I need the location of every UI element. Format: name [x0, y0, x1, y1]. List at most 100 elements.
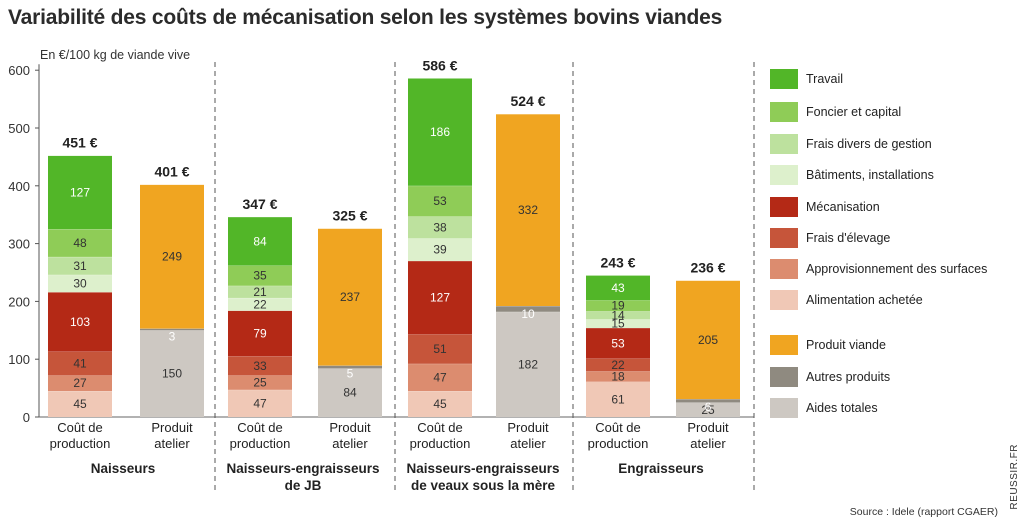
segment-value-label: 45 — [433, 397, 447, 411]
segment-value-label: 6 — [705, 400, 712, 414]
bar-segment — [408, 334, 472, 364]
bar-segment — [496, 311, 560, 417]
segment-value-label: 22 — [253, 297, 267, 311]
legend-swatch — [770, 197, 798, 217]
group-label: Engraisseurs — [618, 461, 704, 476]
segment-value-label: 21 — [253, 285, 267, 299]
bar-segment — [140, 330, 204, 417]
segment-value-label: 18 — [611, 370, 625, 384]
legend-swatch — [770, 228, 798, 248]
legend-item: Produit viande — [770, 334, 886, 356]
legend-swatch — [770, 290, 798, 310]
bar-segment — [586, 311, 650, 320]
legend-label: Alimentation achetée — [806, 293, 923, 307]
segment-value-label: 186 — [430, 125, 450, 139]
segment-value-label: 205 — [698, 333, 718, 347]
group-label: de veaux sous la mère — [411, 478, 556, 493]
bar-segment — [408, 260, 472, 335]
bar-segment — [228, 217, 292, 266]
segment-value-label: 48 — [73, 236, 87, 250]
segment-value-label: 53 — [433, 194, 447, 208]
bar-segment — [586, 300, 650, 312]
bar-segment — [408, 185, 472, 217]
segment-value-label: 35 — [253, 269, 267, 283]
legend-swatch — [770, 367, 798, 387]
bar-segment — [48, 229, 112, 257]
bar-category-label: atelier — [510, 436, 546, 451]
segment-value-label: 43 — [611, 281, 625, 295]
bar-segment — [408, 363, 472, 391]
segment-value-label: 150 — [162, 367, 182, 381]
bar-segment — [586, 358, 650, 372]
bar-segment — [408, 78, 472, 186]
segment-value-label: 45 — [73, 397, 87, 411]
bar-segment — [318, 228, 382, 366]
bar-total-label: 347 € — [242, 196, 277, 212]
segment-value-label: 19 — [611, 299, 625, 313]
bar-category-label: production — [588, 436, 649, 451]
segment-value-label: 14 — [611, 308, 625, 322]
bar-segment — [228, 285, 292, 298]
legend-item: Aides totales — [770, 397, 878, 419]
legend-label: Frais d'élevage — [806, 231, 891, 245]
bar-segment — [228, 297, 292, 311]
legend-item: Frais d'élevage — [770, 227, 890, 249]
bar-segment — [228, 265, 292, 286]
segment-value-label: 84 — [253, 234, 267, 248]
legend-label: Aides totales — [806, 401, 878, 415]
legend-swatch — [770, 69, 798, 89]
legend-item: Foncier et capital — [770, 101, 901, 123]
segment-value-label: 3 — [169, 330, 176, 344]
bar-segment — [676, 402, 740, 417]
legend-item: Travail — [770, 68, 843, 90]
legend-swatch — [770, 134, 798, 154]
bar-segment — [48, 375, 112, 391]
y-tick-label: 400 — [8, 179, 30, 194]
segment-value-label: 41 — [73, 357, 87, 371]
bar-category-label: Coût de — [237, 420, 283, 435]
legend-item: Autres produits — [770, 366, 890, 388]
bar-segment — [140, 328, 204, 331]
legend-label: Frais divers de gestion — [806, 137, 932, 151]
y-tick-label: 100 — [8, 352, 30, 367]
bar-total-label: 325 € — [332, 208, 367, 224]
y-tick-label: 200 — [8, 294, 30, 309]
bar-category-label: Coût de — [57, 420, 103, 435]
segment-value-label: 103 — [70, 315, 90, 329]
segment-value-label: 38 — [433, 220, 447, 234]
bar-segment — [228, 375, 292, 390]
segment-value-label: 22 — [611, 358, 625, 372]
segment-value-label: 27 — [73, 376, 87, 390]
legend-swatch — [770, 259, 798, 279]
bar-segment — [228, 389, 292, 417]
bar-segment — [228, 356, 292, 376]
segment-value-label: 249 — [162, 250, 182, 264]
group-label: Naisseurs — [91, 461, 156, 476]
bar-total-label: 586 € — [422, 57, 457, 73]
bar-category-label: Coût de — [595, 420, 641, 435]
bar-category-label: Produit — [507, 420, 549, 435]
bar-total-label: 451 € — [62, 135, 97, 151]
legend-swatch — [770, 335, 798, 355]
group-label: Naisseurs-engraisseurs — [226, 461, 379, 476]
group-label: Naisseurs-engraisseurs — [406, 461, 559, 476]
bar-category-label: atelier — [154, 436, 190, 451]
legend-item: Mécanisation — [770, 196, 880, 218]
segment-value-label: 25 — [701, 403, 715, 417]
segment-value-label: 127 — [430, 291, 450, 305]
segment-value-label: 127 — [70, 185, 90, 199]
legend-item: Alimentation achetée — [770, 289, 923, 311]
legend-label: Produit viande — [806, 338, 886, 352]
bar-segment — [676, 399, 740, 403]
bar-segment — [228, 310, 292, 357]
bar-category-label: production — [230, 436, 291, 451]
bar-segment — [318, 365, 382, 369]
segment-value-label: 61 — [611, 392, 625, 406]
y-tick-label: 300 — [8, 237, 30, 252]
bar-total-label: 524 € — [510, 93, 545, 109]
segment-value-label: 47 — [253, 396, 267, 410]
bar-category-label: atelier — [690, 436, 726, 451]
bar-segment — [48, 351, 112, 376]
bar-segment — [586, 275, 650, 301]
